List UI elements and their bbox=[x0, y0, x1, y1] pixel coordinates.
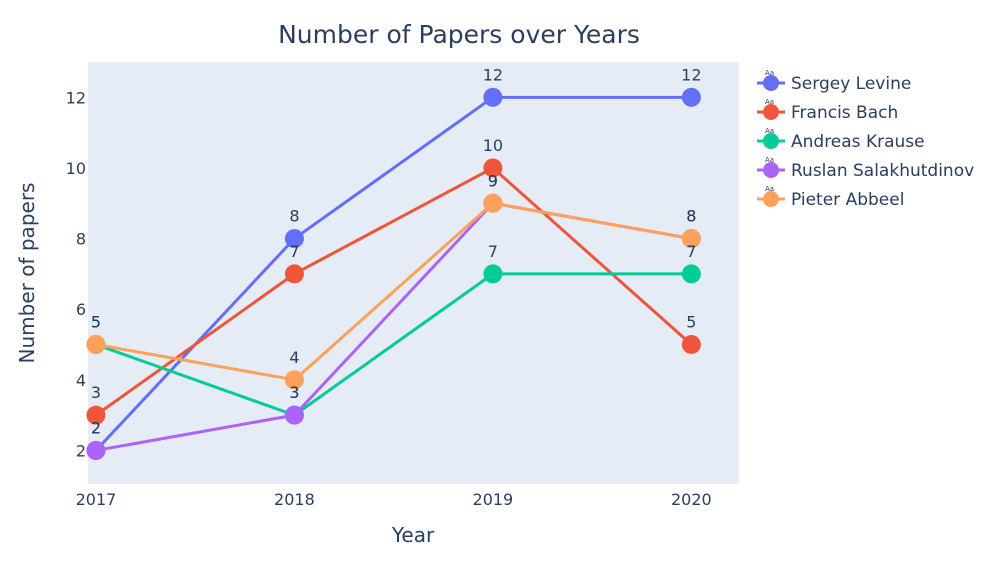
data-label-pieter-abbeel: 4 bbox=[289, 348, 299, 367]
x-tick-label: 2017 bbox=[76, 490, 117, 509]
y-tick-label: 8 bbox=[76, 230, 86, 249]
legend-marker bbox=[763, 133, 779, 149]
chart-title: Number of Papers over Years bbox=[278, 20, 640, 49]
legend-marker bbox=[763, 75, 779, 91]
data-point-francis-bach bbox=[284, 264, 304, 284]
data-point-ruslan-salakhutdinov bbox=[284, 405, 304, 425]
data-label-ruslan-salakhutdinov: 9 bbox=[488, 171, 498, 190]
data-label-andreas-krause: 7 bbox=[686, 242, 696, 261]
legend-marker bbox=[763, 162, 779, 178]
legend-item-andreas-krause[interactable]: Aa Andreas Krause bbox=[757, 127, 925, 152]
data-point-pieter-abbeel bbox=[86, 335, 106, 355]
data-point-sergey-levine bbox=[483, 87, 503, 107]
legend-marker-text: Aa bbox=[765, 185, 774, 193]
series-line-pieter-abbeel bbox=[95, 201, 692, 382]
y-tick-label: 6 bbox=[76, 300, 86, 319]
legend-label: Andreas Krause bbox=[791, 132, 925, 152]
legend-item-sergey-levine[interactable]: Aa Sergey Levine bbox=[757, 69, 911, 94]
legend[interactable]: Aa Sergey Levine Aa Francis Bach Aa Andreas K… bbox=[757, 69, 974, 210]
data-label-francis-bach: 5 bbox=[686, 313, 696, 332]
legend-item-ruslan-salakhutdinov[interactable]: Aa Ruslan Salakhutdinov bbox=[757, 156, 974, 181]
data-point-andreas-krause bbox=[483, 264, 503, 284]
x-axis-title: Year bbox=[391, 523, 435, 547]
x-tick-label: 2018 bbox=[274, 490, 315, 509]
data-label-ruslan-salakhutdinov: 2 bbox=[91, 418, 101, 437]
legend-item-pieter-abbeel[interactable]: Aa Pieter Abbeel bbox=[757, 185, 904, 210]
data-label-francis-bach: 7 bbox=[289, 242, 299, 261]
data-label-ruslan-salakhutdinov: 3 bbox=[289, 383, 299, 402]
series-layer bbox=[86, 87, 701, 460]
legend-marker-text: Aa bbox=[765, 69, 774, 77]
data-point-ruslan-salakhutdinov bbox=[86, 440, 106, 460]
data-label-francis-bach: 10 bbox=[483, 136, 503, 155]
data-label-andreas-krause: 7 bbox=[488, 242, 498, 261]
series-line-andreas-krause bbox=[95, 272, 692, 417]
data-point-francis-bach bbox=[483, 158, 503, 178]
x-tick-label: 2020 bbox=[671, 490, 712, 509]
y-axis-title: Number of papers bbox=[15, 183, 39, 364]
data-point-sergey-levine bbox=[284, 229, 304, 249]
y-tick-label: 4 bbox=[76, 371, 86, 390]
legend-label: Sergey Levine bbox=[791, 74, 911, 94]
data-label-ruslan-salakhutdinov: 8 bbox=[686, 207, 696, 226]
data-point-pieter-abbeel bbox=[284, 370, 304, 390]
legend-marker-text: Aa bbox=[765, 156, 774, 164]
data-point-pieter-abbeel bbox=[681, 229, 701, 249]
data-point-francis-bach bbox=[681, 335, 701, 355]
data-point-sergey-levine bbox=[681, 87, 701, 107]
legend-marker-text: Aa bbox=[765, 127, 774, 135]
data-label-andreas-krause: 5 bbox=[91, 313, 101, 332]
x-axis-ticks: 2017 2018 2019 2020 bbox=[76, 490, 712, 509]
legend-marker bbox=[763, 104, 779, 120]
data-label-pieter-abbeel: 9 bbox=[488, 171, 498, 190]
legend-item-francis-bach[interactable]: Aa Francis Bach bbox=[757, 98, 898, 123]
data-point-francis-bach bbox=[86, 405, 106, 425]
data-label-sergey-levine: 2 bbox=[91, 418, 101, 437]
data-label-pieter-abbeel: 8 bbox=[686, 207, 696, 226]
data-label-francis-bach: 3 bbox=[91, 383, 101, 402]
legend-marker-text: Aa bbox=[765, 98, 774, 106]
data-point-andreas-krause bbox=[681, 264, 701, 284]
legend-label: Francis Bach bbox=[791, 103, 898, 123]
y-tick-label: 10 bbox=[66, 159, 86, 178]
data-label-pieter-abbeel: 5 bbox=[91, 313, 101, 332]
series-line-francis-bach bbox=[95, 166, 693, 417]
legend-label: Ruslan Salakhutdinov bbox=[791, 161, 974, 181]
data-label-andreas-krause: 3 bbox=[289, 383, 299, 402]
y-tick-label: 2 bbox=[76, 441, 86, 460]
data-label-sergey-levine: 12 bbox=[681, 65, 701, 84]
legend-label: Pieter Abbeel bbox=[791, 190, 904, 210]
y-axis-ticks: 2 4 6 8 10 12 bbox=[66, 88, 86, 460]
legend-marker bbox=[763, 191, 779, 207]
y-tick-label: 12 bbox=[66, 88, 86, 107]
data-point-pieter-abbeel bbox=[483, 193, 503, 213]
data-label-sergey-levine: 8 bbox=[289, 207, 299, 226]
data-label-sergey-levine: 12 bbox=[483, 65, 503, 84]
x-tick-label: 2019 bbox=[473, 490, 514, 509]
